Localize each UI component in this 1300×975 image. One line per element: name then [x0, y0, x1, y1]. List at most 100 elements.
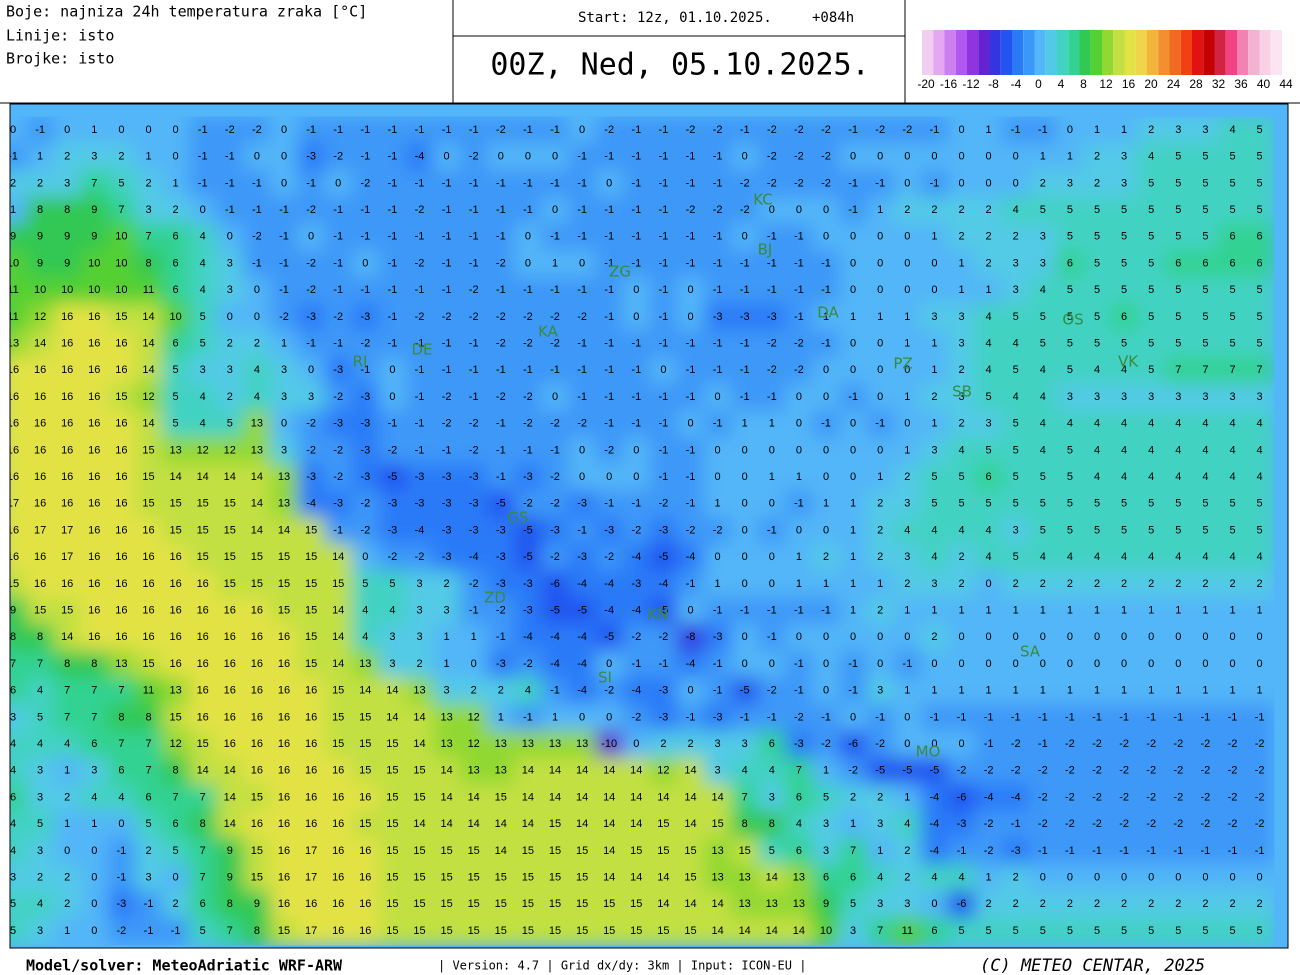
grid-value: 5 — [1121, 257, 1127, 269]
grid-value: 15 — [305, 524, 317, 536]
field-cell — [676, 356, 706, 385]
grid-value: 15 — [305, 578, 317, 590]
grid-value: -1 — [442, 444, 452, 456]
grid-value: -1 — [550, 685, 560, 697]
grid-value: 5 — [1013, 311, 1019, 323]
field-cell — [1029, 330, 1058, 358]
grid-value: 0 — [1067, 658, 1073, 670]
grid-value: 0 — [660, 364, 666, 376]
grid-value: -3 — [333, 418, 343, 430]
grid-value: 5 — [173, 391, 179, 403]
grid-value: 4 — [254, 391, 260, 403]
grid-value: 3 — [389, 658, 395, 670]
grid-value: 15 — [305, 605, 317, 617]
field-cell — [405, 570, 435, 599]
grid-value: -1 — [333, 204, 343, 216]
place-label: ZG — [609, 263, 631, 281]
grid-value: 0 — [471, 658, 477, 670]
field-cell — [405, 490, 435, 519]
field-cell — [920, 276, 949, 305]
grid-value: 16 — [34, 471, 46, 483]
field-cell — [162, 383, 191, 412]
grid-value: -2 — [794, 177, 804, 189]
field-cell — [893, 143, 922, 172]
grid-value: -1 — [821, 605, 831, 617]
colorbar-box — [1090, 30, 1102, 75]
field-cell — [1246, 543, 1275, 572]
grid-value: 4 — [1121, 471, 1127, 483]
grid-value: 15 — [386, 818, 398, 830]
field-cell — [514, 410, 543, 439]
grid-value: -3 — [442, 524, 452, 536]
field-cell — [649, 276, 678, 305]
grid-value: 1 — [1121, 124, 1127, 136]
grid-value: 15 — [305, 658, 317, 670]
field-cell — [405, 250, 435, 278]
field-cell — [1056, 437, 1085, 465]
grid-value: 5 — [1175, 524, 1181, 536]
field-cell — [26, 143, 55, 172]
field-cell — [595, 356, 624, 385]
grid-value: -1 — [388, 284, 398, 296]
field-cell — [80, 410, 109, 439]
field-cell — [676, 143, 706, 172]
colorbar-box — [1158, 30, 1170, 75]
grid-value: 5 — [1040, 524, 1046, 536]
field-cell — [785, 383, 814, 412]
field-cell — [26, 250, 55, 278]
grid-value: -1 — [740, 605, 750, 617]
grid-value: 12 — [34, 311, 46, 323]
grid-value: -1 — [442, 204, 452, 216]
grid-value: 16 — [88, 311, 100, 323]
grid-value: 1 — [91, 818, 97, 830]
grid-value: 0 — [877, 284, 883, 296]
grid-value: -1 — [1255, 845, 1265, 857]
grid-value: 16 — [142, 551, 154, 563]
grid-value: 0 — [823, 685, 829, 697]
grid-value: -2 — [902, 124, 912, 136]
field-cell — [975, 223, 1004, 252]
grid-value: 16 — [115, 524, 127, 536]
grid-value: 3 — [1121, 151, 1127, 163]
grid-value: -2 — [821, 738, 831, 750]
grid-value: 15 — [549, 845, 561, 857]
field-cell — [487, 170, 516, 198]
place-label: PZ — [893, 355, 912, 373]
grid-value: -2 — [333, 444, 343, 456]
grid-value: -1 — [713, 177, 723, 189]
grid-value: -1 — [469, 257, 479, 269]
grid-value: 15 — [657, 925, 669, 937]
grid-value: 9 — [823, 898, 829, 910]
grid-value: 4 — [1257, 471, 1263, 483]
grid-value: 1 — [986, 124, 992, 136]
field-cell — [514, 356, 543, 385]
field-cell — [568, 143, 597, 172]
field-cell — [1110, 250, 1139, 278]
grid-value: 3 — [931, 578, 937, 590]
grid-value: 8 — [64, 658, 70, 670]
field-cell — [812, 170, 841, 198]
grid-value: -2 — [577, 418, 587, 430]
field-cell — [1083, 276, 1112, 305]
grid-value: 3 — [715, 765, 721, 777]
grid-value: -3 — [333, 364, 343, 376]
grid-value: -1 — [496, 204, 506, 216]
grid-value: -1 — [848, 124, 858, 136]
field-cell — [1002, 143, 1031, 172]
grid-value: 1 — [877, 471, 883, 483]
grid-value: 5 — [1148, 257, 1154, 269]
field-cell — [1218, 223, 1248, 252]
grid-value: -2 — [360, 338, 370, 350]
grid-value: 4 — [91, 791, 97, 803]
field-cell — [189, 116, 218, 145]
grid-value: -1 — [35, 124, 45, 136]
grid-value: 16 — [115, 578, 127, 590]
field-cell — [975, 330, 1004, 358]
field-cell — [405, 383, 435, 412]
grid-value: 5 — [1121, 524, 1127, 536]
grid-value: 13 — [549, 738, 561, 750]
colorbar-box — [944, 30, 956, 75]
grid-value: -2 — [848, 765, 858, 777]
grid-value: -2 — [1146, 738, 1156, 750]
grid-value: -3 — [117, 898, 127, 910]
